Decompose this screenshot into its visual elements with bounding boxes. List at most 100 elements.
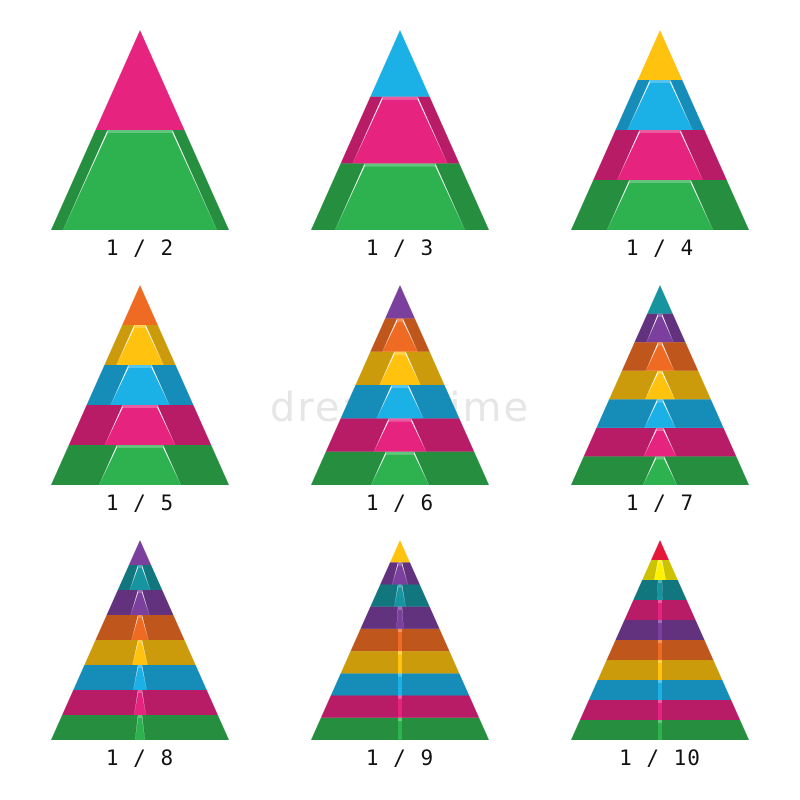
layer-side-left xyxy=(621,342,658,371)
pyramid-9-layer-9 xyxy=(642,560,678,580)
pyramid-3 xyxy=(571,30,749,230)
layer-side-right xyxy=(142,665,207,690)
layer-front xyxy=(658,683,662,700)
layer-side-left xyxy=(325,418,389,452)
pyramid-6-layer-3 xyxy=(596,399,724,428)
layer-front xyxy=(131,618,149,640)
pyramid-2-layer-3 xyxy=(370,30,430,97)
layer-ledge xyxy=(658,560,662,563)
layer-front xyxy=(385,285,415,319)
pyramid-1-layer-2 xyxy=(95,30,185,130)
pyramid-8-layer-6 xyxy=(360,606,440,629)
layer-side-left xyxy=(571,180,630,230)
pyramid-7-layer-4 xyxy=(84,640,196,665)
pyramid-8-layer-7 xyxy=(370,584,430,607)
layer-front xyxy=(129,568,151,590)
layer-front xyxy=(658,663,662,680)
pyramid-8-layer-2 xyxy=(320,695,480,718)
pyramid-label-3: 1 / 4 xyxy=(625,236,695,260)
layer-side-right xyxy=(670,80,705,130)
layer-front xyxy=(104,408,176,445)
layer-front xyxy=(651,540,669,560)
pyramid-9 xyxy=(571,540,749,740)
layer-front xyxy=(335,166,465,230)
pyramid-8 xyxy=(311,540,489,740)
layer-ledge xyxy=(658,700,662,703)
layer-side-left xyxy=(340,96,383,164)
pyramid-4-layer-2 xyxy=(68,405,212,445)
layer-ledge xyxy=(398,628,402,632)
layer-side-left xyxy=(615,80,650,130)
pyramid-9-layer-5 xyxy=(606,640,714,660)
layer-ledge xyxy=(657,370,663,374)
layer-side-right xyxy=(402,628,450,652)
layer-side-right xyxy=(690,180,749,230)
pyramid-7-layer-8 xyxy=(128,540,152,565)
layer-ledge xyxy=(388,418,412,422)
layer-ledge xyxy=(398,606,402,610)
layer-front xyxy=(132,643,148,665)
layer-ledge xyxy=(107,130,173,133)
pyramid-label-8: 1 / 9 xyxy=(365,746,435,770)
layer-side-right xyxy=(151,365,194,405)
layer-ledge xyxy=(649,80,671,83)
layer-ledge xyxy=(134,325,146,328)
layer-side-left xyxy=(609,370,658,400)
layer-ledge xyxy=(128,365,152,368)
layer-front xyxy=(645,345,675,371)
pyramid-6-layer-1 xyxy=(571,456,749,485)
layer-ledge xyxy=(398,717,402,721)
pyramid-2-layer-2 xyxy=(340,96,460,164)
layer-side-left xyxy=(311,717,398,740)
layer-ledge xyxy=(397,318,403,322)
layer-front xyxy=(371,454,429,485)
layer-front xyxy=(134,693,146,715)
layer-side-left xyxy=(571,720,658,740)
pyramid-7 xyxy=(51,540,229,740)
layer-side-left xyxy=(579,700,658,720)
layer-front xyxy=(646,316,674,343)
pyramid-5-layer-4 xyxy=(355,351,445,385)
layer-front xyxy=(658,723,662,740)
layer-side-right xyxy=(145,325,176,365)
pyramid-2-layer-1 xyxy=(311,163,489,230)
pyramid-8-layer-4 xyxy=(340,651,460,674)
layer-side-right xyxy=(662,600,696,620)
layer-side-right xyxy=(662,720,749,740)
layer-front xyxy=(99,448,181,485)
layer-side-left xyxy=(106,590,138,615)
pyramid-5-layer-3 xyxy=(340,385,460,419)
pyramid-9-layer-3 xyxy=(588,680,732,700)
layer-ledge xyxy=(385,451,415,455)
layer-side-left xyxy=(380,562,398,585)
layer-side-left xyxy=(596,399,658,428)
layer-side-right xyxy=(662,313,686,343)
layer-side-right xyxy=(662,700,741,720)
layer-front xyxy=(658,603,662,620)
layer-side-left xyxy=(51,445,117,485)
layer-front xyxy=(382,321,418,352)
pyramid-4-layer-1 xyxy=(51,445,229,485)
layer-side-right xyxy=(411,418,475,452)
layer-side-right xyxy=(402,318,430,352)
layer-ledge xyxy=(658,720,662,723)
layer-side-left xyxy=(84,640,138,665)
pyramid-label-6: 1 / 7 xyxy=(625,491,695,515)
layer-side-left xyxy=(642,560,658,580)
layer-front xyxy=(135,718,145,740)
layer-ledge xyxy=(138,665,142,668)
layer-side-left xyxy=(320,695,398,718)
layer-ledge xyxy=(655,456,665,460)
layer-side-right xyxy=(662,680,732,700)
pyramid-8-layer-1 xyxy=(311,717,489,740)
layer-front xyxy=(398,631,402,652)
layer-front xyxy=(133,668,147,690)
pyramid-1 xyxy=(51,30,229,230)
layer-side-right xyxy=(417,96,460,164)
layer-ledge xyxy=(398,695,402,699)
layer-side-right xyxy=(402,562,420,585)
pyramid-9-layer-2 xyxy=(579,700,741,720)
layer-side-right xyxy=(414,451,489,485)
pyramid-6-layer-6 xyxy=(634,313,686,343)
